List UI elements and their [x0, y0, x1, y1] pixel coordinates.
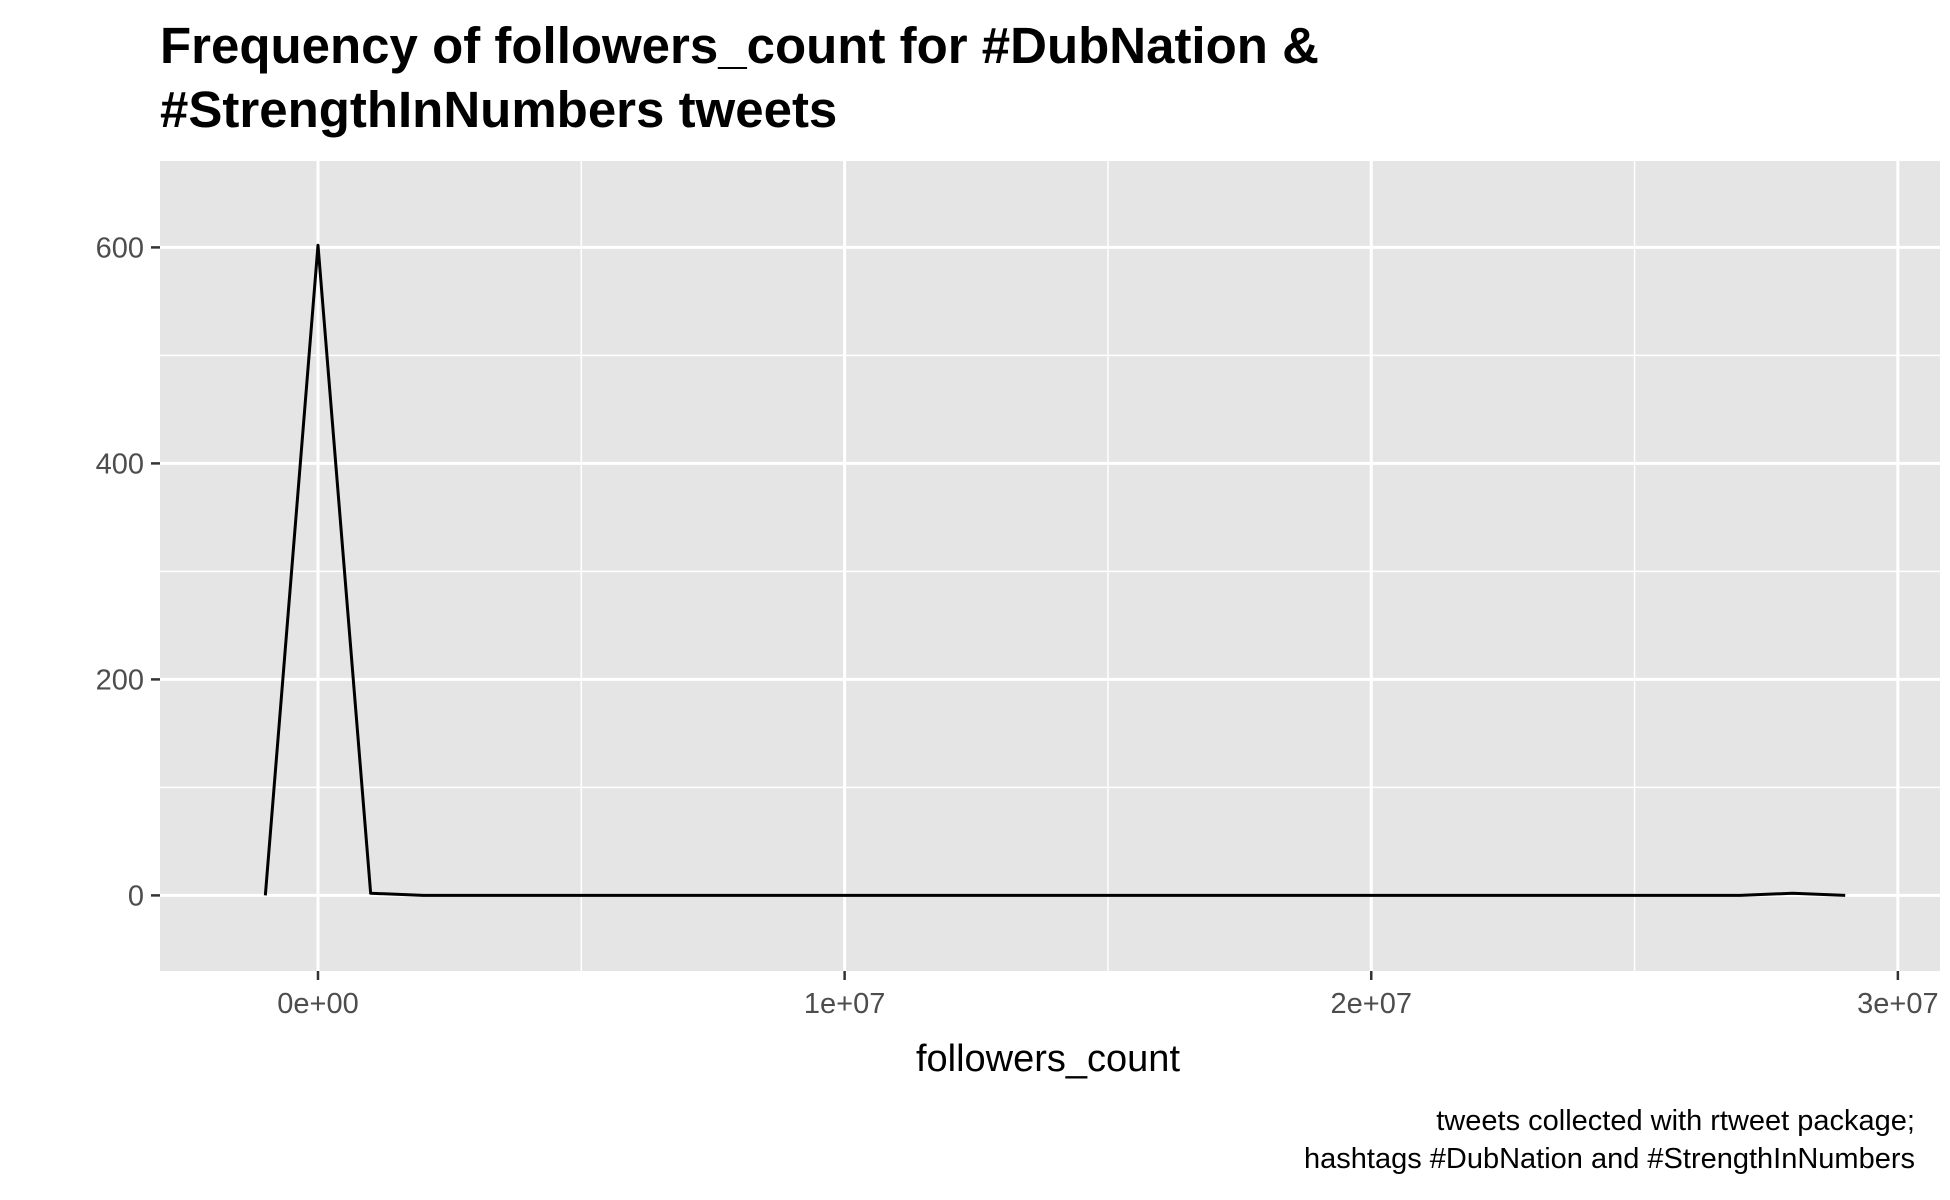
x-tick-label: 1e+07	[804, 988, 885, 1020]
minor-gridlines	[160, 161, 1940, 971]
x-tick-label: 0e+00	[277, 988, 358, 1020]
x-axis: 0e+00 1e+07 2e+07 3e+07	[277, 971, 1939, 1020]
x-axis-title: followers_count	[916, 1038, 1180, 1080]
caption-line-2: hashtags #DubNation and #StrengthInNumbe…	[1304, 1143, 1915, 1175]
y-tick-label: 400	[96, 448, 144, 480]
x-tick-label: 3e+07	[1857, 988, 1938, 1020]
y-tick-label: 600	[96, 232, 144, 264]
y-tick-label: 200	[96, 664, 144, 696]
x-tick-label: 2e+07	[1331, 988, 1412, 1020]
y-axis: 0 200 400 600	[96, 232, 160, 912]
chart-title-line-1: Frequency of followers_count for #DubNat…	[160, 17, 1319, 74]
plot-panel	[160, 161, 1940, 971]
series-layer	[263, 243, 1846, 897]
chart-title-line-2: #StrengthInNumbers tweets	[160, 81, 837, 138]
y-tick-label: 0	[128, 880, 144, 912]
caption-line-1: tweets collected with rtweet package;	[1436, 1105, 1915, 1137]
